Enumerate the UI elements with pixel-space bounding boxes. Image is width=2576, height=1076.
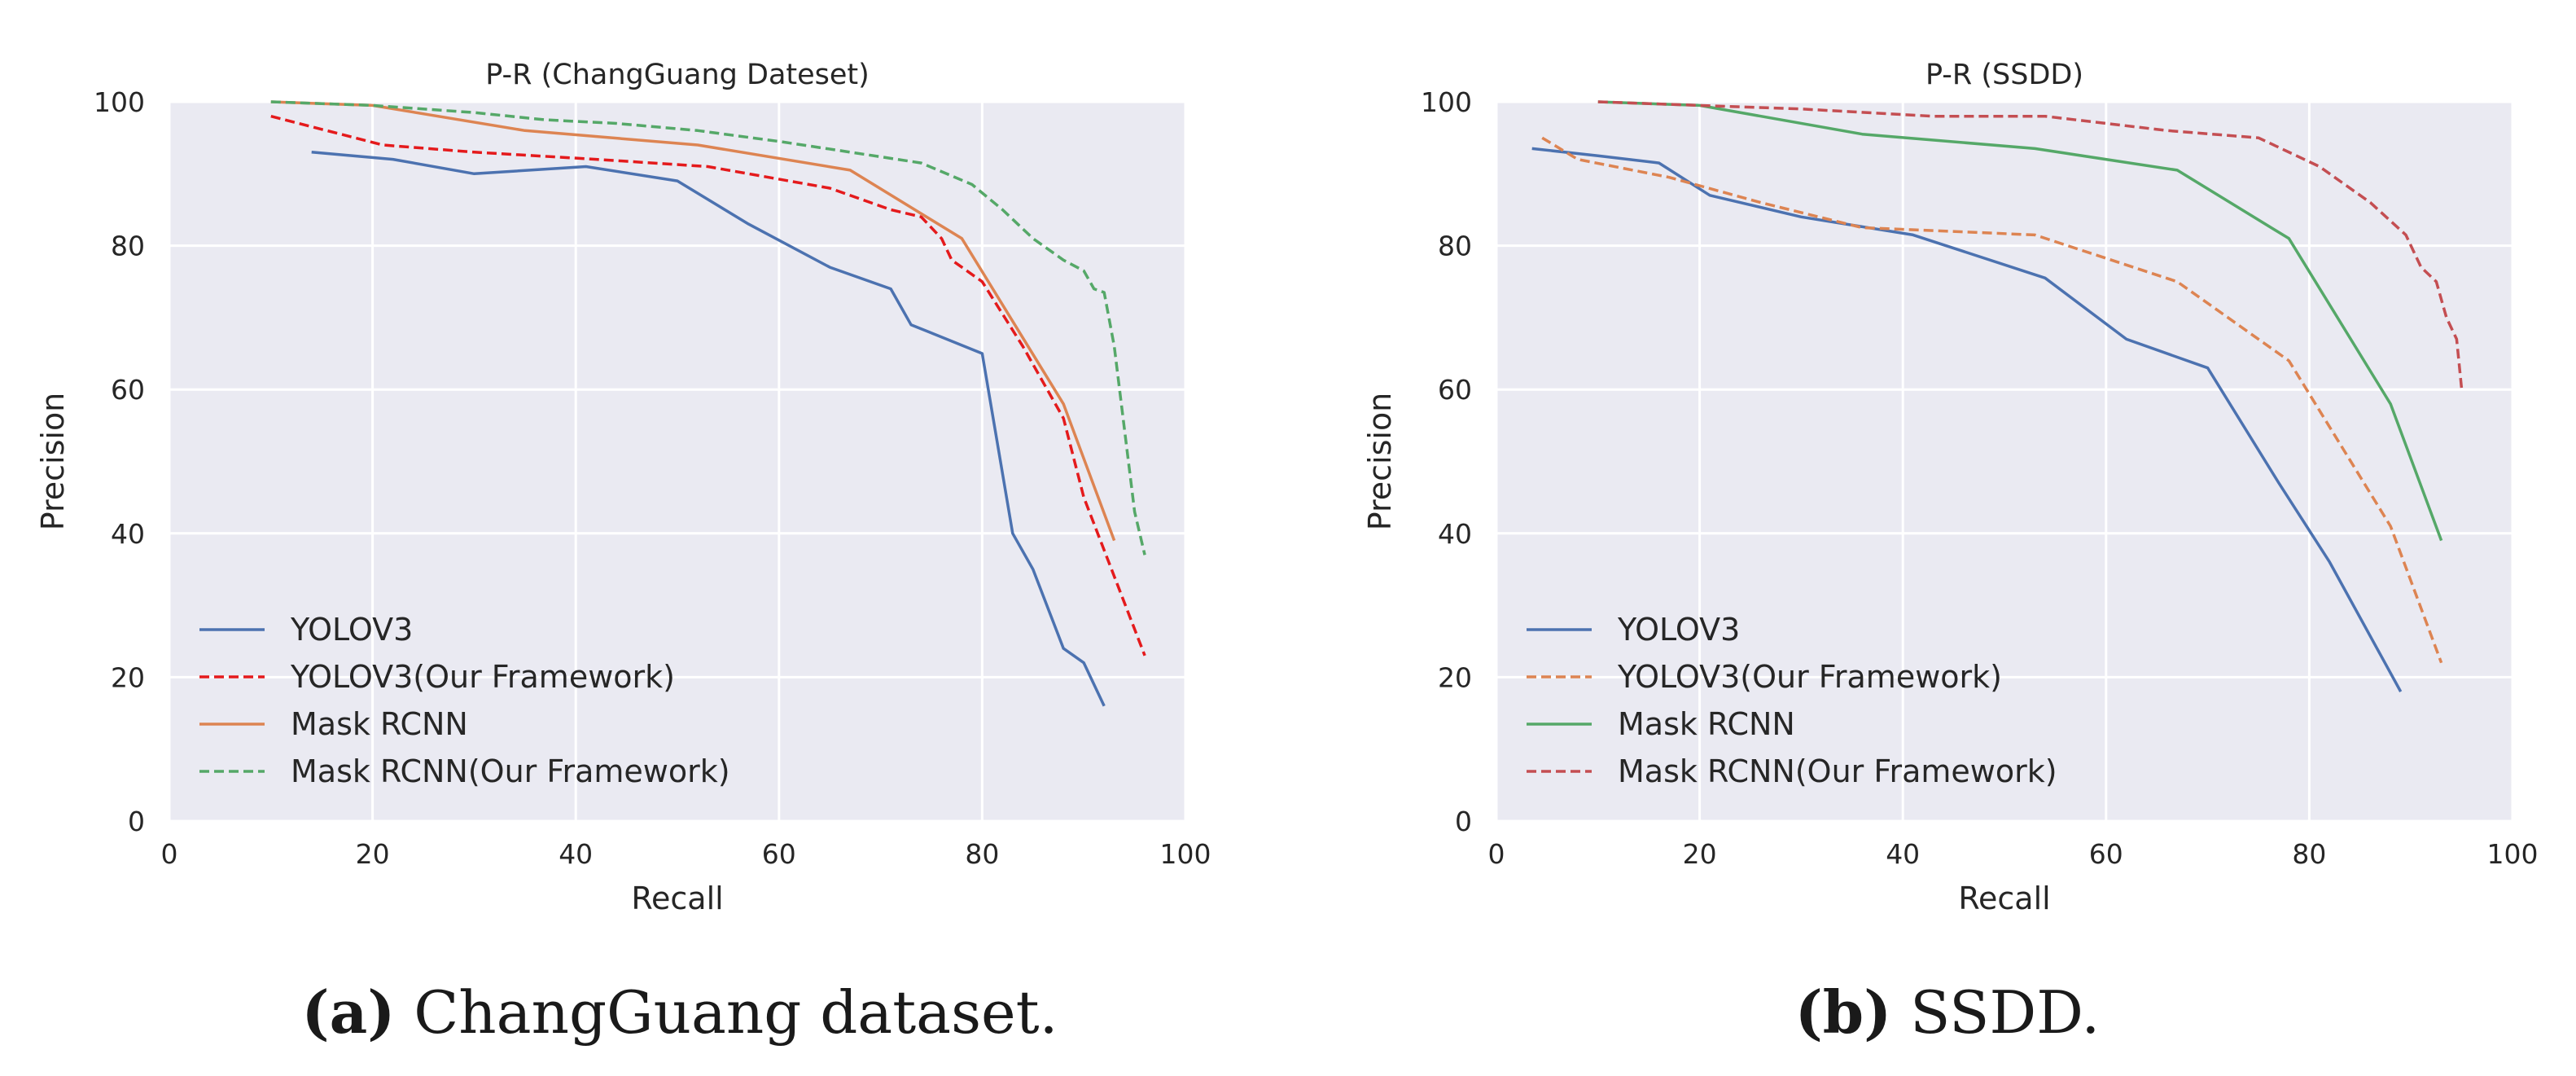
x-tick-label: 60 <box>2089 838 2123 870</box>
x-axis-label: Recall <box>631 881 723 916</box>
caption-label: (b) <box>1794 977 1892 1047</box>
y-tick-label: 80 <box>111 231 145 262</box>
x-axis-label: Recall <box>1958 881 2050 916</box>
legend-label: YOLOV3 <box>290 612 413 648</box>
series-line <box>1541 136 2443 664</box>
caption-label: (a) <box>301 977 396 1047</box>
y-axis-label: Precision <box>35 393 71 531</box>
series-line <box>270 100 1116 542</box>
y-tick-label: 0 <box>128 806 145 837</box>
legend-label: Mask RCNN(Our Framework) <box>291 753 730 789</box>
legend-label: Mask RCNN <box>1618 706 1795 742</box>
y-tick-label: 0 <box>1455 806 1472 837</box>
grid <box>168 100 1187 823</box>
x-tick-label: 0 <box>161 838 178 870</box>
legend-label: YOLOV3(Our Framework) <box>290 659 675 695</box>
legend-label: YOLOV3(Our Framework) <box>1617 659 2002 695</box>
plot-area <box>1496 102 2512 821</box>
x-tick-label: 20 <box>1683 838 1717 870</box>
y-tick-label: 100 <box>94 86 145 118</box>
chart-title: P-R (SSDD) <box>1925 59 2083 91</box>
y-tick-label: 40 <box>111 518 145 550</box>
tick-labels: 0 20 40 60 80 100 0 20 40 60 80 100 <box>94 86 1211 870</box>
x-tick-label: 40 <box>559 838 593 870</box>
x-tick-label: 40 <box>1886 838 1920 870</box>
y-tick-label: 100 <box>1421 86 1472 118</box>
x-tick-label: 100 <box>1160 838 1211 870</box>
series-line <box>270 115 1146 657</box>
y-axis-label: Precision <box>1362 393 1398 531</box>
y-tick-label: 40 <box>1438 518 1472 550</box>
x-tick-label: 0 <box>1488 838 1505 870</box>
chart-changguang: 0 20 40 60 80 100 0 20 40 60 80 100 P-R (ChangGuang… <box>35 59 1211 916</box>
y-tick-label: 60 <box>111 374 145 406</box>
series-line <box>270 100 1146 556</box>
y-tick-label: 20 <box>1438 661 1472 693</box>
series-line <box>311 151 1106 707</box>
series-group <box>1531 100 2464 692</box>
x-tick-label: 80 <box>2292 838 2326 870</box>
legend: YOLOV3 YOLOV3(Our Framework) Mask RCNN Mask… <box>199 612 730 789</box>
y-tick-label: 80 <box>1438 231 1472 262</box>
x-tick-label: 80 <box>965 838 999 870</box>
series-line <box>1597 100 2443 542</box>
caption-text: ChangGuang dataset. <box>395 978 1058 1047</box>
legend: YOLOV3 YOLOV3(Our Framework) Mask RCNN Mask… <box>1527 612 2057 789</box>
chart-title: P-R (ChangGuang Dateset) <box>485 59 870 91</box>
x-tick-label: 100 <box>2487 838 2539 870</box>
legend-label: YOLOV3 <box>1617 612 1740 648</box>
y-tick-label: 20 <box>111 661 145 693</box>
series-group <box>270 100 1146 707</box>
grid <box>1495 100 2514 823</box>
caption-text: SSDD. <box>1891 978 2101 1047</box>
legend-label: Mask RCNN <box>291 706 468 742</box>
chart-ssdd: 0 20 40 60 80 100 0 20 40 60 80 100 P-R (SSDD) Reca… <box>1362 59 2539 916</box>
x-tick-label: 20 <box>356 838 390 870</box>
legend-label: Mask RCNN(Our Framework) <box>1618 753 2057 789</box>
x-tick-label: 60 <box>762 838 796 870</box>
caption-b: (b) SSDD. <box>1795 977 2101 1047</box>
y-tick-label: 60 <box>1438 374 1472 406</box>
caption-a: (a) ChangGuang dataset. <box>302 977 1058 1047</box>
series-line <box>1531 147 2403 692</box>
tick-labels: 0 20 40 60 80 100 0 20 40 60 80 100 <box>1421 86 2539 870</box>
